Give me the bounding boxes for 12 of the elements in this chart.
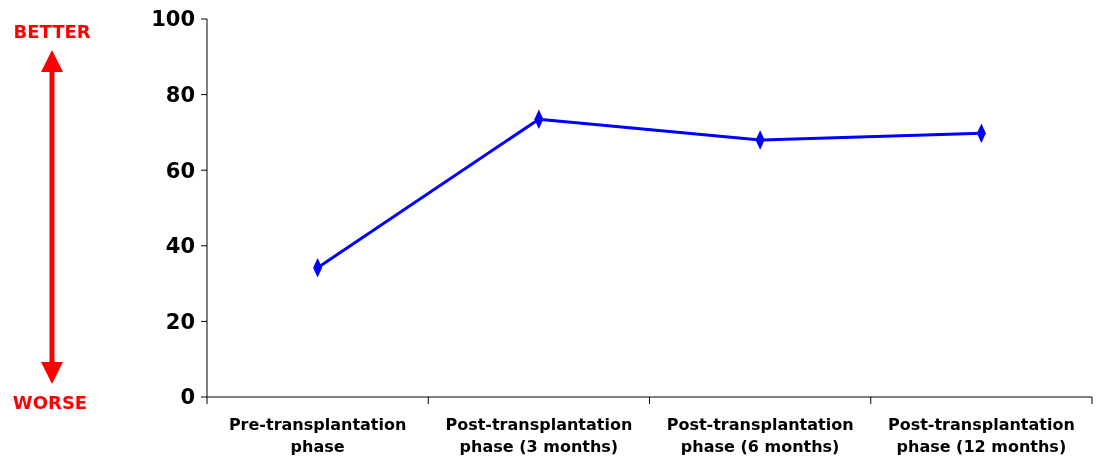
x-tick-label: Pre-transplantation phase [228,415,407,456]
y-tick-label: 100 [151,7,195,32]
x-tick-label: Post-transplantation phase (6 months) [666,415,854,456]
y-tick-label: 20 [165,309,195,334]
text: WORSE [12,392,88,413]
y-tick-label: 0 [180,385,195,410]
y-tick-label: 40 [165,234,195,259]
y-tick-label: 80 [165,82,195,107]
x-tick-label: Post-transplantation phase (3 months) [445,415,633,456]
x-tick-label: Post-transplantation phase (12 months) [887,415,1075,456]
y-tick-label: 60 [165,158,195,183]
text: BETTER [13,21,91,42]
